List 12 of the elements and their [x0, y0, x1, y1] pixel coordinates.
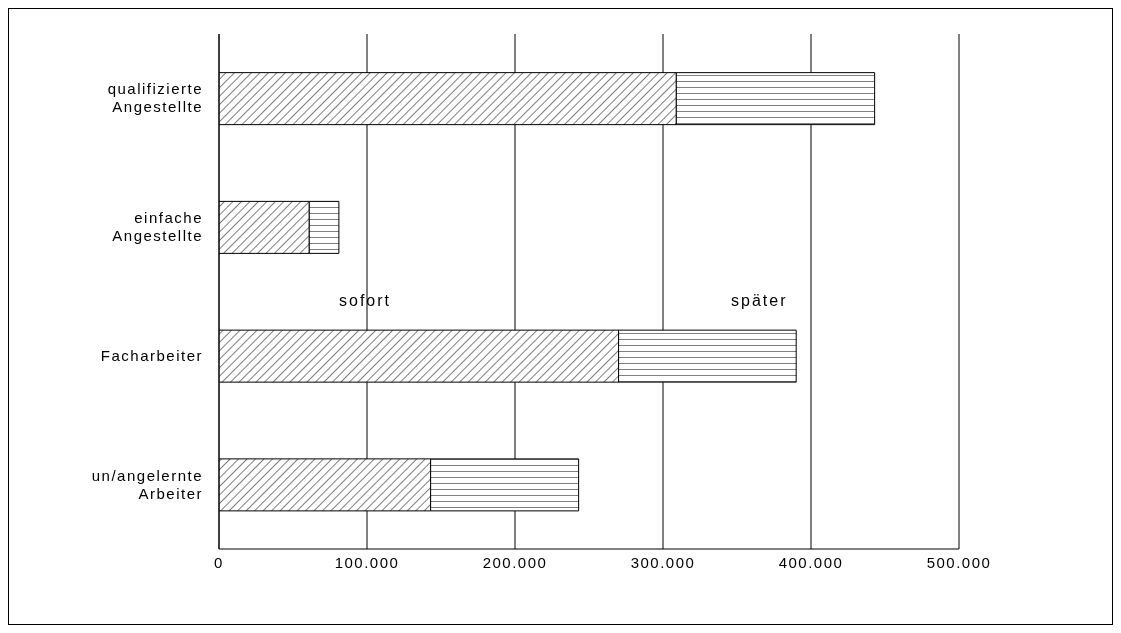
series-label: später	[731, 292, 788, 310]
y-tick-label: un/angelernte Arbeiter	[91, 466, 203, 502]
x-tick-label: 200.000	[482, 553, 548, 571]
x-tick-label: 100.000	[334, 553, 400, 571]
series-label: sofort	[339, 292, 392, 310]
y-tick-label: Facharbeiter	[100, 346, 203, 364]
y-tick-label: einfache Angestellte	[112, 209, 203, 245]
x-tick-label: 300.000	[630, 553, 696, 571]
x-tick-label: 0	[214, 553, 224, 571]
x-tick-label: 400.000	[778, 553, 844, 571]
x-tick-label: 500.000	[926, 553, 992, 571]
y-tick-label: qualifizierte Angestellte	[107, 80, 203, 116]
